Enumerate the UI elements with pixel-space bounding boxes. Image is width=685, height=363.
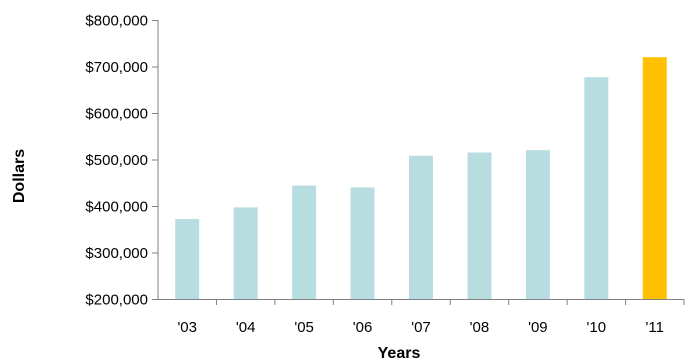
x-tick-label: '03 xyxy=(177,319,197,336)
bar xyxy=(409,155,433,299)
y-tick-label: $700,000 xyxy=(85,59,148,76)
bar xyxy=(233,207,258,299)
y-axis-title: Dollars xyxy=(11,149,28,203)
bars xyxy=(175,57,667,300)
x-tick-label: '11 xyxy=(646,319,664,336)
y-tick-label: $200,000 xyxy=(85,292,148,309)
y-axis: $200,000 $300,000 $400,000 $500,000 $600,000… xyxy=(85,13,159,309)
x-tick-label: '07 xyxy=(411,319,431,336)
x-axis: '03 '04 '05 '06 '07 '08 '09 '10 '11 xyxy=(152,299,685,336)
bar xyxy=(584,77,609,299)
x-tick-label: '05 xyxy=(294,319,314,336)
bar xyxy=(525,150,550,299)
y-tick-label: $300,000 xyxy=(85,245,148,262)
x-axis-title: Years xyxy=(378,345,421,362)
bar xyxy=(642,57,667,300)
bar xyxy=(350,187,375,299)
y-tick-label: $800,000 xyxy=(85,13,148,30)
x-tick-label: '09 xyxy=(528,319,548,336)
x-tick-label: '06 xyxy=(353,319,373,336)
bar xyxy=(175,219,200,299)
y-tick-label: $400,000 xyxy=(85,199,148,216)
bar xyxy=(292,185,317,299)
y-tick-label: $500,000 xyxy=(85,152,148,169)
bar xyxy=(467,152,492,299)
x-tick-label: '08 xyxy=(470,319,490,336)
y-tick-label: $600,000 xyxy=(85,106,148,123)
x-tick-label: '10 xyxy=(587,319,607,336)
x-tick-label: '04 xyxy=(236,319,256,336)
